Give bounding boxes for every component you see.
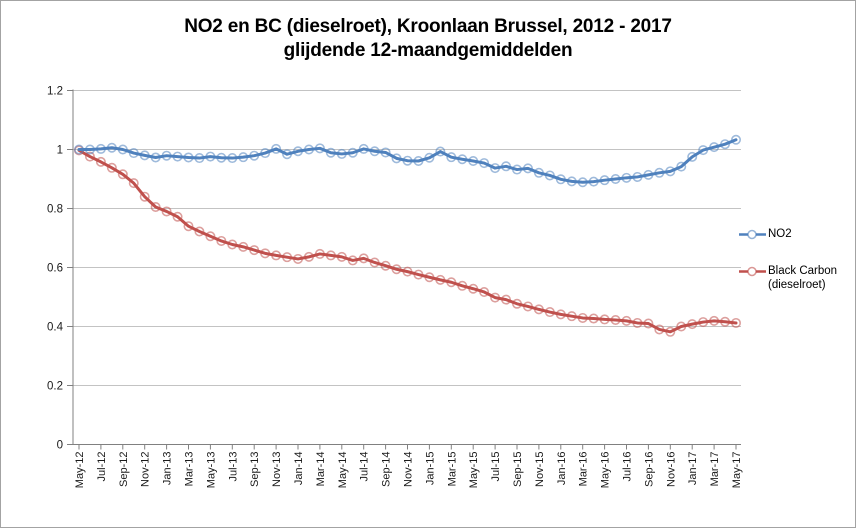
black-carbon-series-markers	[74, 145, 741, 337]
legend: NO2 Black Carbon (dieselroet)	[739, 1, 855, 527]
svg-text:Jul-13: Jul-13	[227, 452, 239, 482]
svg-text:Jan-15: Jan-15	[424, 452, 436, 486]
svg-text:0.4: 0.4	[47, 322, 64, 334]
x-tick-labels: May-12 Jul-12 Sep-12 Nov-12 Jan-13 Mar-13 May-…	[74, 452, 743, 489]
svg-text:Sep-15: Sep-15	[512, 452, 524, 487]
legend-label-black-carbon: Black Carbon (dieselroet)	[768, 265, 838, 291]
chart-title-line2: glijdende 12-maandgemiddelden	[283, 40, 573, 61]
svg-text:0: 0	[57, 440, 63, 452]
svg-text:0.8: 0.8	[47, 204, 63, 216]
svg-text:May-17: May-17	[731, 452, 743, 489]
svg-text:Jul-12: Jul-12	[96, 452, 108, 482]
svg-text:Sep-14: Sep-14	[381, 452, 393, 487]
svg-text:Sep-13: Sep-13	[249, 452, 261, 487]
svg-text:Nov-15: Nov-15	[534, 452, 546, 487]
svg-text:May-12: May-12	[74, 452, 86, 489]
svg-text:Jan-13: Jan-13	[162, 452, 174, 486]
svg-text:Jul-16: Jul-16	[622, 452, 634, 482]
svg-text:Jan-14: Jan-14	[293, 452, 305, 486]
svg-text:Mar-13: Mar-13	[184, 452, 196, 487]
svg-text:Jul-14: Jul-14	[359, 452, 371, 482]
y-tick-labels: 0 0.2 0.4 0.6 0.8 1 1.2	[47, 86, 64, 452]
svg-text:Mar-16: Mar-16	[578, 452, 590, 487]
svg-text:Jul-15: Jul-15	[490, 452, 502, 482]
chart-title: NO2 en BC (dieselroet), Kroonlaan Brusse…	[1, 15, 855, 63]
svg-text:Sep-12: Sep-12	[118, 452, 130, 487]
no2-series-markers	[74, 134, 741, 188]
svg-text:May-15: May-15	[468, 452, 480, 489]
svg-text:0.6: 0.6	[47, 263, 63, 275]
svg-text:Mar-17: Mar-17	[709, 452, 721, 487]
svg-text:May-14: May-14	[337, 452, 349, 489]
svg-text:Mar-15: Mar-15	[446, 452, 458, 487]
svg-text:Jan-17: Jan-17	[687, 452, 699, 486]
svg-text:Nov-13: Nov-13	[271, 452, 283, 487]
svg-text:Nov-12: Nov-12	[140, 452, 152, 487]
y-gridlines	[73, 90, 741, 386]
svg-text:Nov-14: Nov-14	[403, 452, 415, 487]
svg-text:1.2: 1.2	[47, 86, 63, 98]
axes	[67, 89, 741, 450]
no2-series-line	[77, 138, 738, 184]
svg-text:Nov-16: Nov-16	[665, 452, 677, 487]
legend-label-no2: NO2	[768, 228, 792, 240]
legend-item-black-carbon: Black Carbon (dieselroet)	[739, 264, 837, 292]
svg-text:Jan-16: Jan-16	[556, 452, 568, 486]
svg-text:0.2: 0.2	[47, 381, 63, 393]
svg-text:May-13: May-13	[205, 452, 217, 489]
chart-title-line1: NO2 en BC (dieselroet), Kroonlaan Brusse…	[184, 16, 672, 37]
no2-series-swatch-icon	[739, 229, 766, 240]
svg-text:Mar-14: Mar-14	[315, 452, 327, 487]
svg-text:May-16: May-16	[600, 452, 612, 489]
svg-text:1: 1	[57, 145, 63, 157]
legend-item-no2: NO2	[739, 227, 792, 241]
black-carbon-series-swatch-icon	[739, 266, 766, 277]
svg-text:Sep-16: Sep-16	[643, 452, 655, 487]
black-carbon-series-line	[77, 148, 738, 334]
